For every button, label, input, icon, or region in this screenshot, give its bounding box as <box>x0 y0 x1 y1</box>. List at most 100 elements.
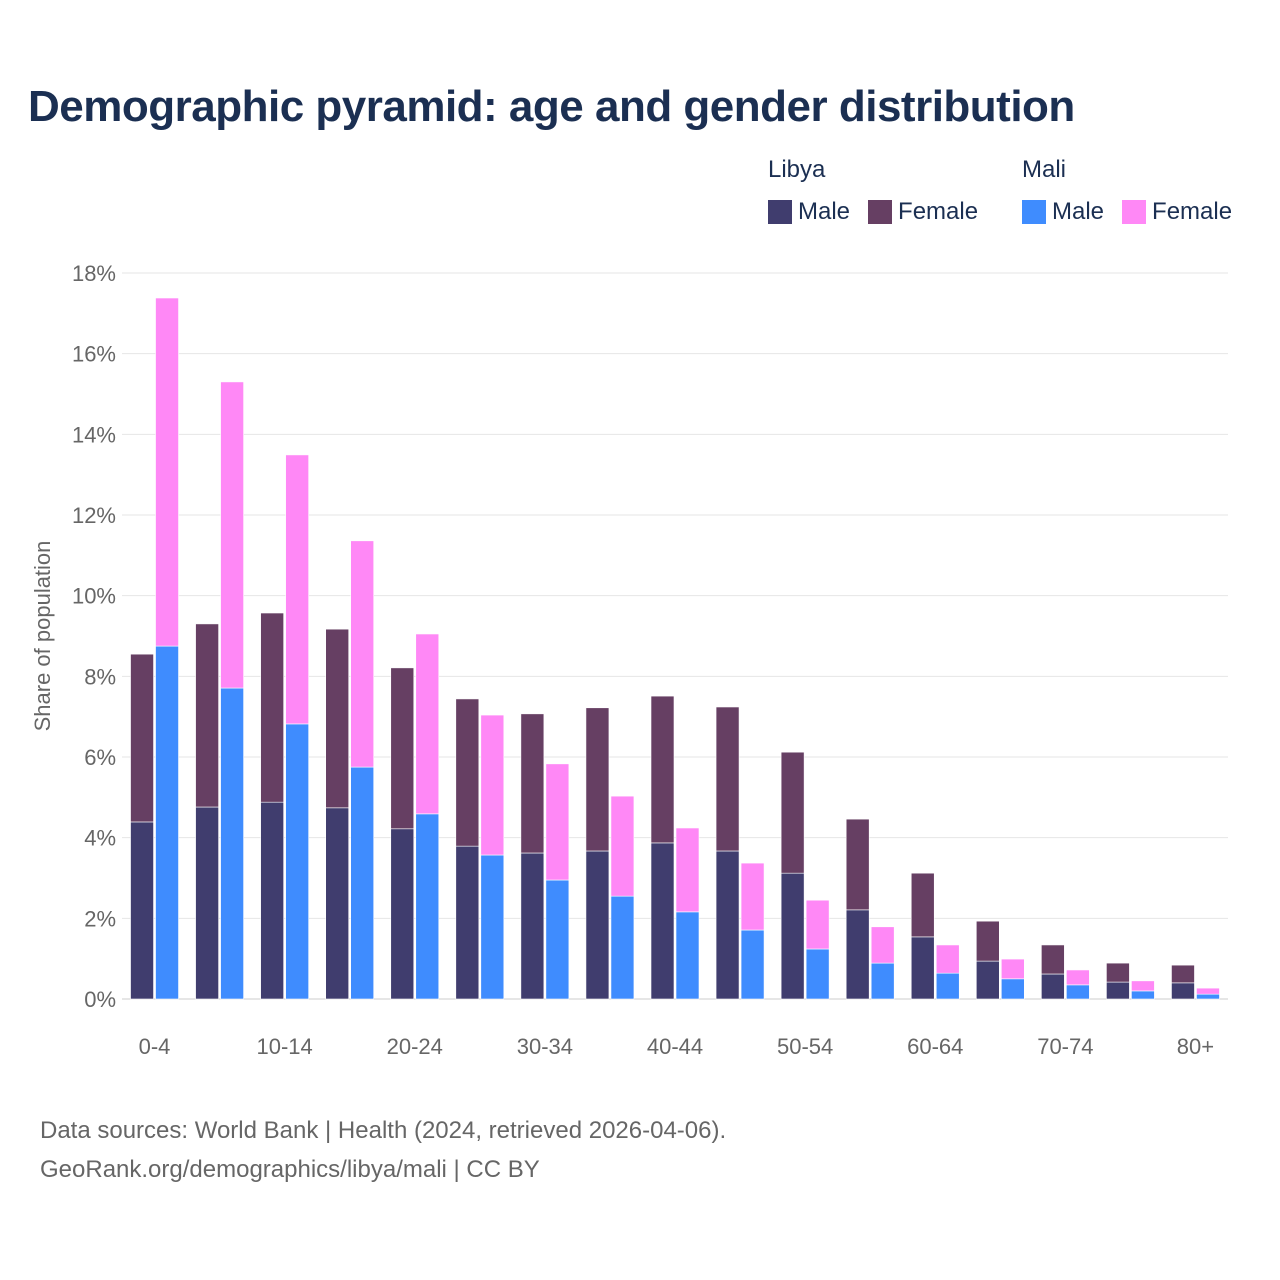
legend-item-libya-female[interactable]: Female <box>868 198 978 226</box>
bar-libya-female <box>455 698 480 847</box>
y-tick-label: 6% <box>84 745 116 770</box>
bar-mali-male <box>870 962 895 1000</box>
chart-title: Demographic pyramid: age and gender dist… <box>28 82 1075 131</box>
bar-mali-male <box>1000 978 1025 1000</box>
y-tick-label: 10% <box>72 584 116 609</box>
legend-item-mali-female[interactable]: Female <box>1122 198 1232 226</box>
bar-mali-female <box>675 827 700 913</box>
bar-mali-female <box>935 944 960 974</box>
bar-mali-female <box>350 540 375 768</box>
x-tick-label: 60-64 <box>907 1034 963 1059</box>
bar-mali-male <box>1066 984 1090 1000</box>
bar-mali-female <box>155 297 179 647</box>
bar-libya-male <box>845 909 870 1000</box>
legend-swatch <box>768 200 792 224</box>
legend-label: Female <box>1152 198 1233 225</box>
bar-libya-male <box>585 850 610 1000</box>
bar-libya-female <box>195 623 219 808</box>
bar-mali-female <box>1066 969 1090 986</box>
x-tick-label: 40-44 <box>647 1034 703 1059</box>
bar-mali-female <box>805 899 830 950</box>
bar-mali-male <box>415 813 440 1000</box>
legend-item-libya-male[interactable]: Male <box>768 198 850 226</box>
legend-country-label: Mali <box>1022 156 1067 183</box>
legend-swatch <box>868 200 893 224</box>
bar-libya-female <box>975 920 1000 962</box>
bar-libya-male <box>325 807 350 1000</box>
bar-libya-male <box>715 850 740 1000</box>
bar-libya-female <box>1171 964 1195 984</box>
bar-libya-male <box>975 960 1000 1000</box>
bar-mali-female <box>285 454 309 725</box>
bar-libya-female <box>520 713 545 854</box>
bar-libya-female <box>780 751 805 874</box>
bar-mali-female <box>415 633 440 815</box>
y-tick-label: 0% <box>84 987 116 1012</box>
y-axis-label: Share of population <box>30 541 55 732</box>
bar-libya-female <box>260 612 284 803</box>
bar-libya-female <box>585 707 610 852</box>
bar-mali-male <box>675 911 700 1000</box>
legend-label: Male <box>798 198 851 225</box>
bar-libya-male <box>390 828 415 1000</box>
bar-libya-male <box>1041 973 1065 1000</box>
bar-libya-male <box>1171 982 1195 1000</box>
legend-label: Male <box>1052 198 1105 225</box>
legend-label: Female <box>898 198 979 225</box>
bar-libya-male <box>650 842 675 1000</box>
bar-libya-male <box>1106 981 1130 1000</box>
bar-mali-male <box>480 854 505 1000</box>
bar-libya-female <box>390 667 415 830</box>
bar-mali-male <box>740 929 765 1000</box>
legend-swatch <box>1022 200 1046 224</box>
y-tick-label: 16% <box>72 342 116 367</box>
y-tick-label: 4% <box>84 826 116 851</box>
bar-mali-male <box>610 895 635 1000</box>
x-tick-label: 20-24 <box>387 1034 443 1059</box>
bar-libya-male <box>780 872 805 1000</box>
bar-mali-female <box>545 763 570 881</box>
x-tick-label: 50-54 <box>777 1034 833 1059</box>
x-tick-label: 10-14 <box>257 1034 313 1059</box>
source-url: GeoRank.org/demographics/libya/mali | CC… <box>40 1156 540 1183</box>
bar-mali-female <box>480 714 505 856</box>
legend-libya: Libya Male Female <box>768 156 978 226</box>
bar-libya-female <box>910 872 935 938</box>
bar-libya-male <box>130 821 154 1000</box>
bar-libya-female <box>845 818 870 911</box>
x-tick-label: 80+ <box>1177 1034 1214 1059</box>
bar-mali-male <box>155 645 179 1000</box>
bar-mali-male <box>350 766 375 1000</box>
bar-mali-male <box>935 972 960 1000</box>
bar-mali-female <box>1196 987 1220 995</box>
legend-country-label: Libya <box>768 156 826 183</box>
bar-libya-female <box>130 653 154 823</box>
bar-libya-female <box>1106 962 1130 983</box>
bar-mali-female <box>1000 958 1025 980</box>
bar-mali-female <box>1131 980 1155 992</box>
bar-mali-female <box>740 862 765 931</box>
legend-swatch <box>1122 200 1147 224</box>
bar-mali-female <box>220 381 244 689</box>
bar-mali-male <box>285 723 309 1000</box>
y-tick-label: 2% <box>84 906 116 931</box>
bar-libya-male <box>260 801 284 1000</box>
bar-libya-female <box>715 706 740 852</box>
x-tick-label: 70-74 <box>1037 1034 1093 1059</box>
y-tick-label: 14% <box>72 422 116 447</box>
source-note: Data sources: World Bank | Health (2024,… <box>40 1117 727 1144</box>
bar-libya-male <box>520 852 545 1000</box>
bar-mali-male <box>545 879 570 1000</box>
y-tick-label: 12% <box>72 503 116 528</box>
bar-mali-male <box>220 687 244 1000</box>
legend-mali: Mali Male Female <box>1022 156 1232 226</box>
y-tick-label: 18% <box>72 261 116 286</box>
x-tick-label: 30-34 <box>517 1034 573 1059</box>
bar-libya-male <box>910 936 935 1000</box>
bar-mali-male <box>1131 990 1155 1000</box>
bar-mali-male <box>1196 993 1220 1000</box>
legend-item-mali-male[interactable]: Male <box>1022 198 1104 226</box>
bar-libya-female <box>650 695 675 844</box>
bar-libya-female <box>1041 944 1065 975</box>
